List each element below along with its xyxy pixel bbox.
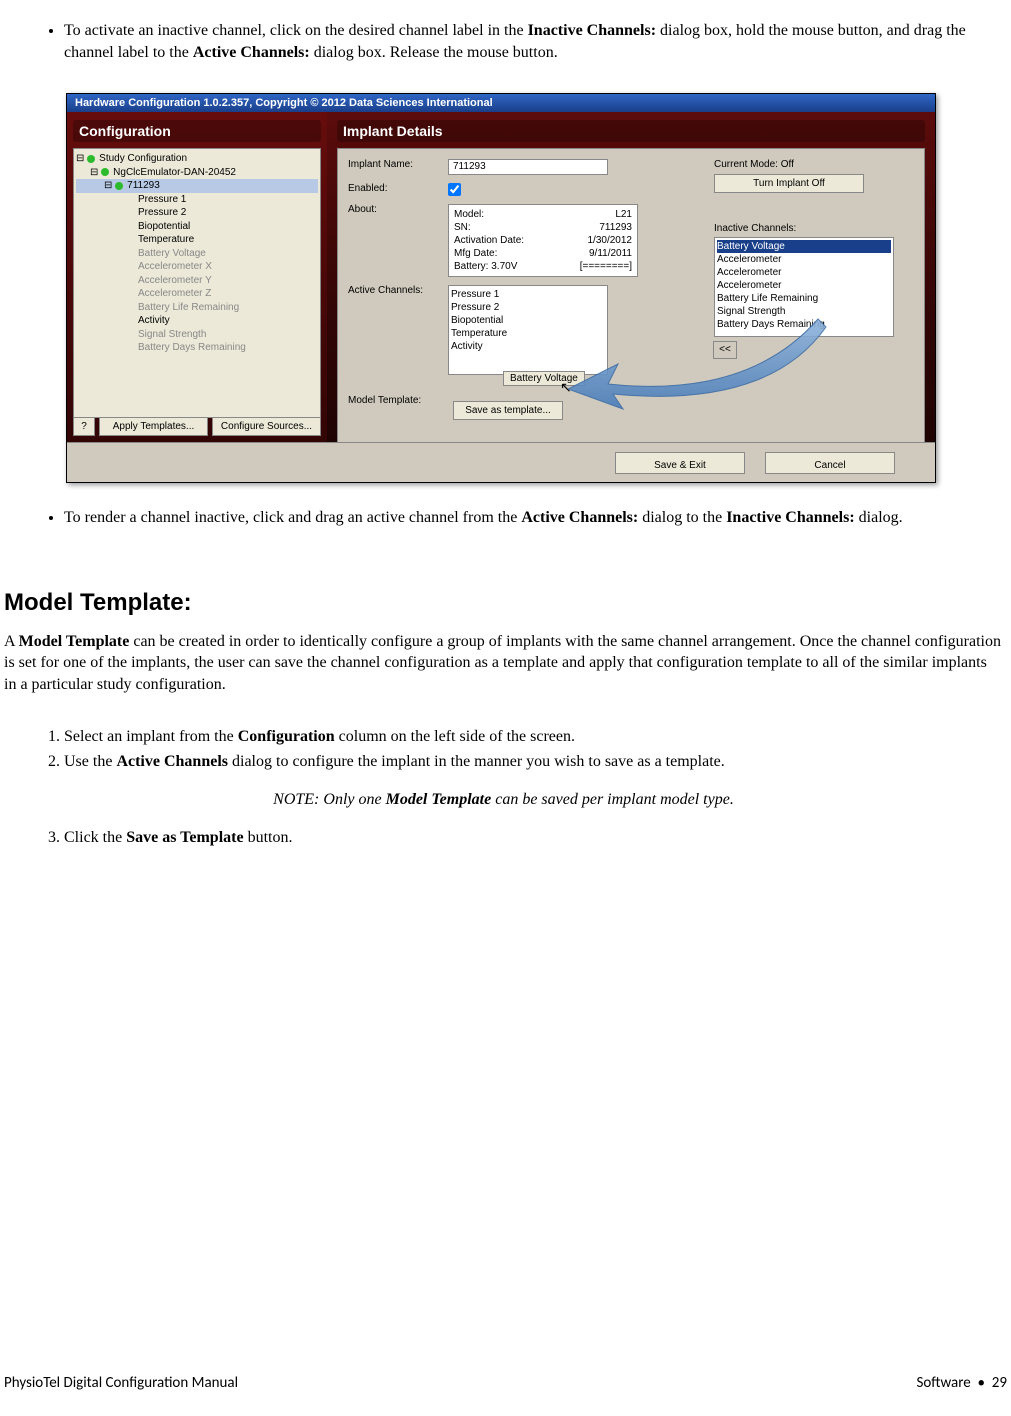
configuration-tree[interactable]: ⊟ Study Configuration ⊟ NgClcEmulator-DA… (73, 148, 321, 418)
step-2: Use the Active Channels dialog to config… (64, 751, 1003, 773)
enabled-label: Enabled: (348, 183, 448, 194)
model-template-steps-cont: Click the Save as Template button. (4, 827, 1003, 849)
cursor-icon: ↖ (560, 379, 572, 396)
model-template-steps: Select an implant from the Configuration… (4, 726, 1003, 773)
enabled-checkbox[interactable] (448, 183, 461, 196)
cancel-button[interactable]: Cancel (765, 452, 895, 474)
configure-sources-button[interactable]: Configure Sources... (212, 417, 321, 436)
inactive-channels-list[interactable]: Battery Voltage Accelerometer Accelerome… (714, 237, 894, 337)
configuration-column: Configuration ⊟ Study Configuration ⊟ Ng… (67, 112, 327, 442)
details-header: Implant Details (337, 120, 925, 142)
step-3: Click the Save as Template button. (64, 827, 1003, 849)
footer-right: Software • 29 (916, 1374, 1007, 1392)
dragging-channel-chip: Battery Voltage (503, 371, 585, 386)
model-template-note: NOTE: Only one Model Template can be sav… (4, 791, 1003, 809)
page-footer: PhysioTel Digital Configuration Manual S… (4, 1374, 1007, 1392)
active-channels-label: Active Channels: (348, 285, 448, 296)
hardware-config-screenshot: Hardware Configuration 1.0.2.357, Copyri… (66, 93, 936, 483)
bullet-list-top: To activate an inactive channel, click o… (4, 20, 1003, 63)
model-template-heading: Model Template: (4, 589, 1003, 617)
bullet-list-bottom: To render a channel inactive, click and … (4, 507, 1003, 529)
active-channels-list[interactable]: Pressure 1 Pressure 2 Biopotential Tempe… (448, 285, 608, 375)
dialog-footer: Save & Exit Cancel (67, 442, 935, 482)
about-box: Model:L21 SN:711293 Activation Date:1/30… (448, 204, 638, 277)
implant-name-label: Implant Name: (348, 159, 448, 170)
configuration-header: Configuration (73, 120, 321, 142)
about-label: About: (348, 204, 448, 215)
implant-details-column: Implant Details Implant Name: 711293 Ena… (327, 112, 935, 442)
step-1: Select an implant from the Configuration… (64, 726, 1003, 748)
window-titlebar: Hardware Configuration 1.0.2.357, Copyri… (67, 94, 935, 112)
move-left-button[interactable]: << (713, 341, 737, 359)
help-button[interactable]: ? (73, 417, 95, 436)
model-template-paragraph: A Model Template can be created in order… (4, 631, 1003, 696)
bullet-inactivate: To render a channel inactive, click and … (64, 507, 1003, 529)
model-template-label: Model Template: (348, 395, 448, 406)
footer-left: PhysioTel Digital Configuration Manual (4, 1374, 238, 1392)
implant-name-input[interactable]: 711293 (448, 159, 608, 175)
current-mode-label: Current Mode: Off (714, 159, 914, 170)
turn-implant-off-button[interactable]: Turn Implant Off (714, 174, 864, 193)
save-exit-button[interactable]: Save & Exit (615, 452, 745, 474)
details-form: Implant Name: 711293 Enabled: About: Mod… (337, 148, 925, 448)
bullet-activate: To activate an inactive channel, click o… (64, 20, 1003, 63)
apply-templates-button[interactable]: Apply Templates... (99, 417, 208, 436)
save-as-template-button[interactable]: Save as template... (453, 401, 563, 420)
inactive-channels-label: Inactive Channels: (714, 223, 914, 234)
